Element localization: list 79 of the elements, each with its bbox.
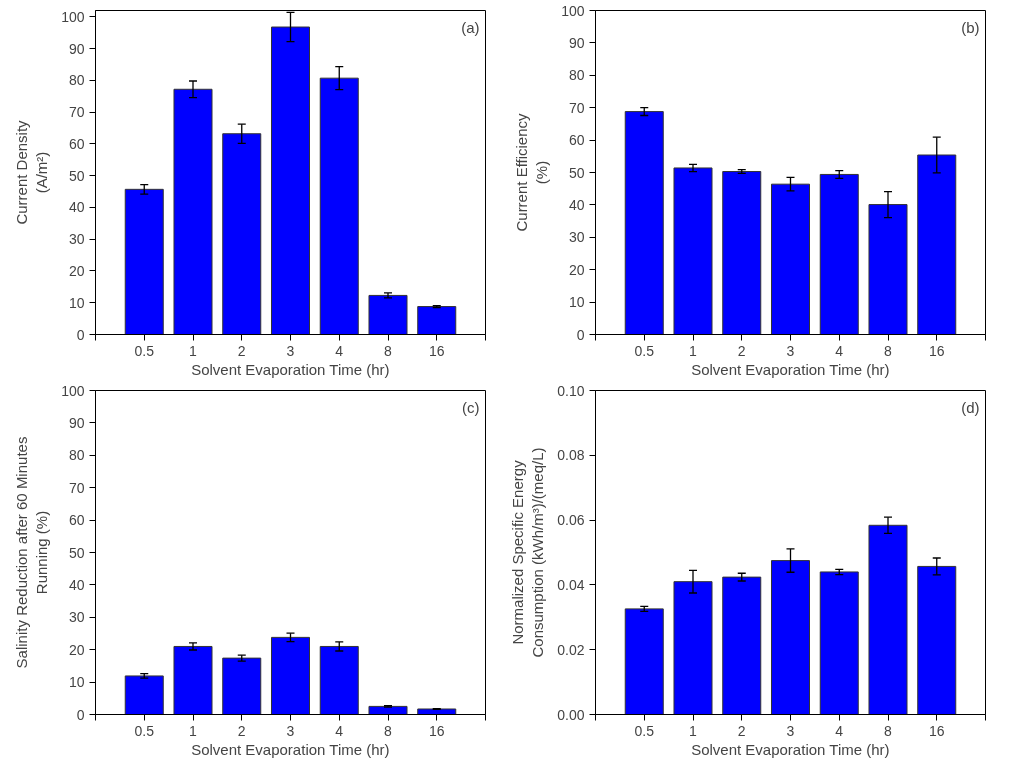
x-tick-label: 16: [428, 342, 445, 359]
y-tick-label: 90: [68, 40, 85, 57]
y-tick-label: 0: [76, 326, 85, 343]
y-tick-label: 0.08: [557, 447, 585, 464]
y-tick-label: 20: [568, 261, 585, 278]
y-tick-label: 0.02: [557, 641, 585, 658]
y-tick-label: 30: [568, 229, 585, 246]
y-tick-label: 40: [68, 199, 85, 216]
y-axis-title: Salinity Reduction after 60 Minutes Running (%): [12, 436, 51, 669]
y-tick-label: 0: [76, 706, 85, 723]
x-tick-label: 3: [786, 342, 795, 359]
x-tick-label: 8: [884, 722, 893, 739]
x-tick-label: 2: [237, 342, 246, 359]
annotation: (d): [961, 398, 980, 416]
y-tick-label: 80: [68, 447, 85, 464]
y-tick-label: 80: [568, 67, 585, 84]
y-tick-label: 10: [68, 294, 85, 311]
x-tick-label: 2: [737, 342, 746, 359]
y-axis-title: Current Density (A/m²): [12, 119, 51, 225]
x-tick-label: 4: [835, 722, 844, 739]
y-tick-label: 90: [568, 34, 585, 51]
x-tick-label: 3: [286, 342, 295, 359]
y-tick-label: 100: [561, 2, 585, 19]
y-tick-label: 0: [576, 326, 585, 343]
x-tick-label: 8: [384, 722, 393, 739]
y-tick-label: 100: [61, 382, 85, 399]
x-tick-label: 3: [786, 722, 795, 739]
x-tick-label: 4: [335, 722, 344, 739]
annotation: (a): [461, 18, 480, 36]
y-tick-label: 60: [568, 132, 585, 149]
y-tick-label: 10: [68, 674, 85, 691]
x-tick-label: 0.5: [634, 342, 655, 359]
x-axis-title: Solvent Evaporation Time (hr): [191, 740, 390, 758]
y-tick-label: 0.04: [557, 576, 585, 593]
y-tick-label: 80: [68, 72, 85, 89]
y-tick-label: 20: [68, 641, 85, 658]
x-tick-label: 4: [835, 342, 844, 359]
y-axis-title: Current Efficiency (%): [512, 112, 551, 232]
y-tick-label: 0.10: [557, 382, 585, 399]
x-axis-title: Solvent Evaporation Time (hr): [691, 360, 890, 378]
x-tick-label: 16: [428, 722, 445, 739]
y-tick-label: 10: [568, 294, 585, 311]
x-tick-label: 2: [237, 722, 246, 739]
y-tick-label: 0.06: [557, 512, 585, 529]
x-tick-label: 1: [189, 722, 198, 739]
y-tick-label: 30: [68, 231, 85, 248]
x-tick-label: 0.5: [134, 722, 155, 739]
x-tick-label: 2: [737, 722, 746, 739]
y-tick-label: 90: [68, 414, 85, 431]
annotation: (b): [961, 18, 980, 36]
y-tick-label: 50: [568, 164, 585, 181]
y-tick-label: 40: [68, 576, 85, 593]
y-tick-label: 100: [61, 8, 85, 25]
y-axis-title: Normalized Specific Energy Consumption (kWh/m³)/(meq/L): [508, 447, 547, 658]
x-axis-title: Solvent Evaporation Time (hr): [191, 360, 390, 378]
x-tick-label: 16: [928, 342, 945, 359]
x-tick-label: 1: [689, 722, 698, 739]
x-tick-label: 16: [928, 722, 945, 739]
y-tick-label: 60: [68, 135, 85, 152]
y-tick-label: 40: [568, 196, 585, 213]
x-tick-label: 4: [335, 342, 344, 359]
x-tick-label: 1: [189, 342, 198, 359]
y-tick-label: 70: [68, 104, 85, 121]
y-tick-label: 0.00: [557, 706, 585, 723]
x-tick-label: 8: [884, 342, 893, 359]
y-tick-label: 60: [68, 512, 85, 529]
y-tick-label: 20: [68, 262, 85, 279]
annotation: (c): [462, 398, 480, 416]
x-tick-label: 1: [689, 342, 698, 359]
y-tick-label: 70: [68, 479, 85, 496]
x-tick-label: 0.5: [134, 342, 155, 359]
y-tick-label: 50: [68, 167, 85, 184]
x-tick-label: 8: [384, 342, 393, 359]
y-tick-label: 70: [568, 99, 585, 116]
x-tick-label: 3: [286, 722, 295, 739]
y-tick-label: 50: [68, 544, 85, 561]
y-tick-label: 30: [68, 609, 85, 626]
x-tick-label: 0.5: [634, 722, 655, 739]
x-axis-title: Solvent Evaporation Time (hr): [691, 740, 890, 758]
